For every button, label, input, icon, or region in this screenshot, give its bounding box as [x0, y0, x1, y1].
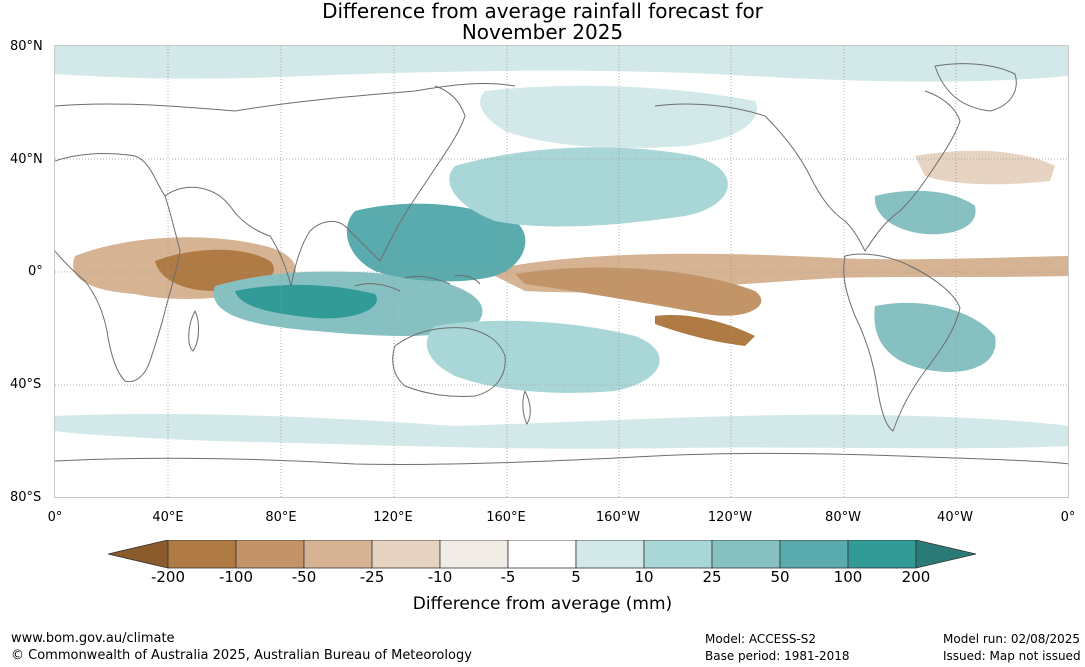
colorbar-tick-label: 100	[833, 568, 863, 586]
graticule	[55, 46, 1068, 497]
lon-label-80w: 80°W	[825, 510, 861, 525]
colorbar-swatch	[235, 540, 305, 569]
lon-label-0-east: 0°	[1060, 510, 1076, 525]
footer-model-run: Model run: 02/08/2025	[943, 632, 1081, 646]
colorbar-tick-label: -25	[359, 568, 385, 586]
coast-antarctica	[55, 452, 1068, 465]
colorbar-tick-label: -5	[500, 568, 516, 586]
coast-new-zealand	[522, 390, 531, 425]
lon-label-40w: 40°W	[937, 510, 973, 525]
footer-model: Model: ACCESS-S2	[705, 632, 817, 646]
map-canvas	[55, 46, 1068, 497]
lat-label-40n: 40°N	[10, 152, 43, 167]
coast-north-america	[654, 90, 961, 252]
colorbar-extend-low	[108, 540, 169, 569]
lon-label-40e: 40°E	[152, 510, 184, 525]
footer-website: www.bom.gov.au/climate	[11, 631, 175, 646]
rainfall-anomaly-map	[54, 45, 1069, 498]
colorbar-swatch	[643, 540, 713, 569]
colorbar-swatch	[303, 540, 373, 569]
lon-label-0-west: 0°	[47, 510, 63, 525]
colorbar	[108, 540, 977, 569]
coastlines	[55, 63, 1068, 465]
colorbar-title: Difference from average (mm)	[412, 594, 673, 614]
colorbar-swatch	[847, 540, 917, 569]
colorbar-swatch	[507, 540, 577, 569]
anomaly-shading	[55, 46, 1068, 449]
coast-indonesia	[354, 275, 481, 292]
lat-label-equator: 0°	[28, 264, 43, 279]
wet-west-pacific	[449, 147, 728, 227]
coast-arabia-india	[164, 186, 346, 287]
lat-label-80s: 80°S	[10, 490, 42, 505]
colorbar-extend-high	[915, 540, 977, 569]
wet-arctic	[55, 46, 1068, 82]
wet-atlantic	[874, 190, 976, 235]
colorbar-swatch	[711, 540, 781, 569]
colorbar-tick-label: 10	[634, 568, 654, 586]
wet-southern-ocean	[55, 414, 1068, 449]
lat-label-80n: 80°N	[10, 39, 43, 54]
dry-patch-pacific-s	[655, 315, 755, 346]
wet-north-pacific	[480, 85, 757, 148]
colorbar-swatch	[779, 540, 849, 569]
colorbar-tick-label: 25	[702, 568, 722, 586]
colorbar-swatch	[575, 540, 645, 569]
wet-maritime	[346, 203, 526, 282]
colorbar-tick-label: 50	[770, 568, 790, 586]
coast-eurasia-north	[55, 83, 516, 112]
lon-label-160w: 160°W	[595, 510, 641, 525]
colorbar-tick-label: -200	[150, 568, 186, 586]
wet-south-pacific	[426, 320, 660, 393]
coast-madagascar	[188, 310, 199, 352]
lon-label-120e: 120°E	[373, 510, 413, 525]
lon-label-120w: 120°W	[707, 510, 753, 525]
coast-asia-east	[344, 85, 466, 262]
colorbar-tick-label: 200	[901, 568, 931, 586]
dry-north-atlantic	[915, 150, 1055, 185]
map-title-line1: Difference from average rainfall forecas…	[322, 0, 763, 23]
footer-issued: Issued: Map not issued	[943, 649, 1081, 663]
coast-south-america	[843, 253, 961, 432]
coast-africa	[55, 153, 181, 383]
wet-core-indian	[235, 284, 377, 319]
colorbar-swatch	[167, 540, 237, 569]
map-title-line2: November 2025	[461, 20, 624, 44]
colorbar-tick-label: -50	[291, 568, 317, 586]
lon-label-80e: 80°E	[265, 510, 297, 525]
lat-label-40s: 40°S	[10, 377, 42, 392]
colorbar-tick-label: 5	[571, 568, 581, 586]
footer-copyright: © Commonwealth of Australia 2025, Austra…	[11, 648, 472, 663]
colorbar-tick-label: -100	[218, 568, 254, 586]
lon-label-160e: 160°E	[486, 510, 526, 525]
dry-core-pacific	[515, 267, 762, 316]
coast-australia	[392, 327, 506, 397]
coast-greenland	[934, 63, 1017, 112]
footer-base-period: Base period: 1981-2018	[705, 649, 850, 663]
wet-south-america	[874, 302, 996, 372]
colorbar-swatch	[371, 540, 441, 569]
colorbar-tick-label: -10	[427, 568, 453, 586]
colorbar-swatch	[439, 540, 509, 569]
